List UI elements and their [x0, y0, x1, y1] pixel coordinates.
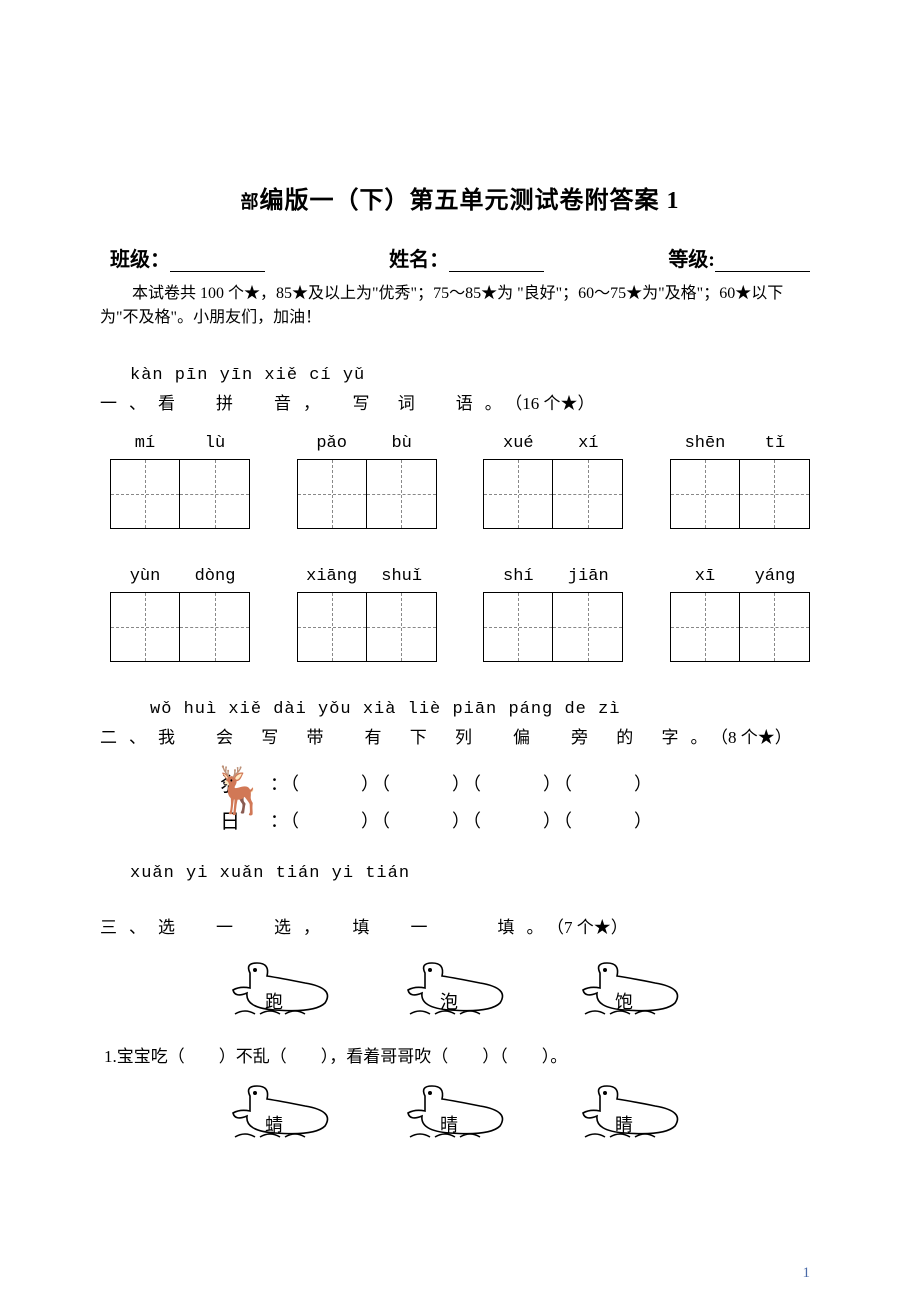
title-prefix: 部: [241, 192, 260, 212]
s1-head: 一、看 拼 音， 写 词 语。（16 个★）: [100, 389, 820, 414]
header-row: 班级： 姓名： 等级:: [100, 243, 820, 272]
duck-option[interactable]: 泡: [400, 958, 520, 1018]
grade-field[interactable]: 等级:: [668, 243, 810, 272]
duck-row-2: 蜻 晴 睛: [100, 1081, 820, 1141]
page-number: 1: [803, 1265, 811, 1282]
s1-pinyin: kàn pīn yīn xiě cí yǔ: [130, 366, 820, 385]
page-title: 部编版一（下）第五单元测试卷附答案 1: [100, 180, 820, 215]
grade-blank[interactable]: [715, 254, 810, 272]
duck-option[interactable]: 饱: [575, 958, 695, 1018]
s2-head: 二、我 会 写 带 有 下 列 偏 旁 的 字。（8 个★）: [100, 723, 820, 748]
word-box[interactable]: xīyáng: [670, 567, 810, 662]
duck-row-1: 跑 泡 饱: [100, 958, 820, 1018]
class-blank[interactable]: [170, 254, 265, 272]
duck-option[interactable]: 晴: [400, 1081, 520, 1141]
word-box[interactable]: shēntǐ: [670, 434, 810, 529]
duck-option[interactable]: 蜻: [225, 1081, 345, 1141]
word-box[interactable]: shíjiān: [483, 567, 623, 662]
radical-row[interactable]: 日 ：（ ）（ ）（ ）（ ）: [220, 805, 820, 834]
radical-row[interactable]: 犭 ：（ ）（ ）（ ）（ ）: [220, 768, 820, 797]
section-2: wǒ huì xiě dài yǒu xià liè piān páng de …: [100, 700, 820, 834]
word-box[interactable]: yùndòng: [110, 567, 250, 662]
section-3: xuǎn yi xuǎn tián yi tián 三、选 一 选， 填 一 填…: [100, 864, 820, 1141]
duck-option[interactable]: 睛: [575, 1081, 695, 1141]
s1-row1: mílù pǎobù xuéxí shēntǐ: [110, 434, 810, 529]
s3-sentence-1[interactable]: 1.宝宝吃（ ）不乱（ ），看着哥哥吹（ ）（ ）。: [104, 1042, 820, 1067]
s2-pinyin: wǒ huì xiě dài yǒu xià liè piān páng de …: [150, 700, 820, 719]
title-main: 编版一（下）第五单元测试卷附答案 1: [260, 188, 680, 214]
section-1: kàn pīn yīn xiě cí yǔ 一、看 拼 音， 写 词 语。（16…: [100, 366, 820, 662]
word-box[interactable]: pǎobù: [297, 434, 437, 529]
s1-row2: yùndòng xiāngshuǐ shíjiān xīyáng: [110, 567, 810, 662]
class-field[interactable]: 班级：: [110, 243, 265, 272]
intro-text: 本试卷共 100 个★，85★及以上为"优秀"；75～85★为 "良好"；60～…: [100, 282, 820, 330]
s3-pinyin: xuǎn yi xuǎn tián yi tián: [130, 864, 820, 883]
s3-head: 三、选 一 选， 填 一 填。（7 个★）: [100, 913, 820, 938]
word-box[interactable]: xiāngshuǐ: [297, 567, 437, 662]
name-blank[interactable]: [449, 254, 544, 272]
word-box[interactable]: xuéxí: [483, 434, 623, 529]
duck-option[interactable]: 跑: [225, 958, 345, 1018]
name-field[interactable]: 姓名：: [389, 243, 544, 272]
deer-icon: 🦌: [210, 768, 270, 840]
word-box[interactable]: mílù: [110, 434, 250, 529]
